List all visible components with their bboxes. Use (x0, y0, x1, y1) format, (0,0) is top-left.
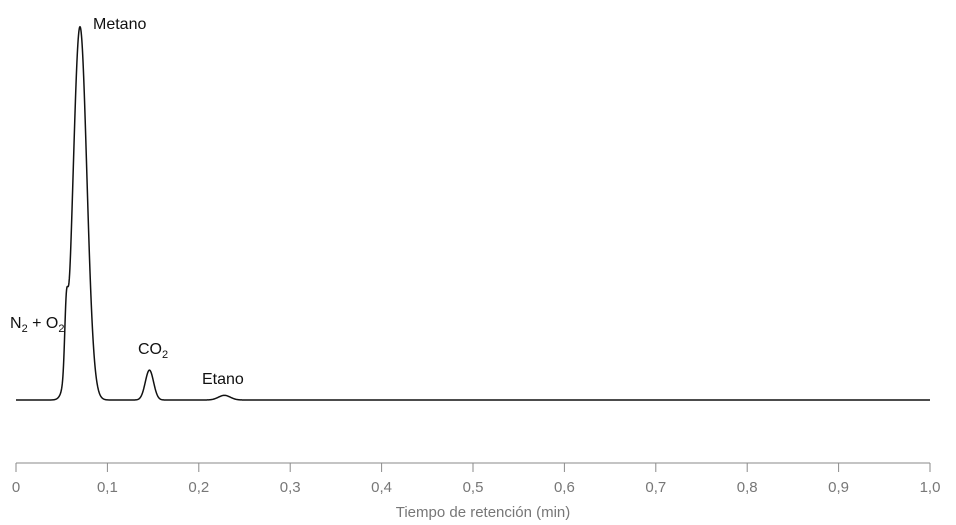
x-tick-label: 1,0 (920, 479, 941, 496)
x-tick-label: 0,1 (97, 479, 118, 496)
x-tick-label: 0,4 (371, 479, 392, 496)
x-tick-label: 0,5 (463, 479, 484, 496)
x-tick-label: 0,7 (645, 479, 666, 496)
peak-label-n2-o2: N2 + O2 (10, 315, 65, 335)
trace-layer (15, 25, 931, 401)
x-tick-label: 0,8 (737, 479, 758, 496)
x-tick-label: 0,6 (554, 479, 575, 496)
x-axis-ticks: 0 0,1 0,2 0,3 0,4 0,5 0,6 0,7 0,8 0,9 1,0 (12, 463, 941, 496)
x-tick-label: 0,9 (828, 479, 849, 496)
peak-label-metano: Metano (93, 16, 146, 33)
peak-label-co2: CO2 (138, 341, 168, 361)
x-tick-label: 0,3 (280, 479, 301, 496)
x-axis-title: Tiempo de retención (min) (396, 504, 571, 521)
peak-label-layer: N2 + O2 Metano CO2 Etano (10, 16, 244, 388)
chromatogram-trace (15, 25, 931, 401)
x-tick-label: 0 (12, 479, 20, 496)
x-tick-label: 0,2 (188, 479, 209, 496)
peak-label-etano: Etano (202, 371, 244, 388)
